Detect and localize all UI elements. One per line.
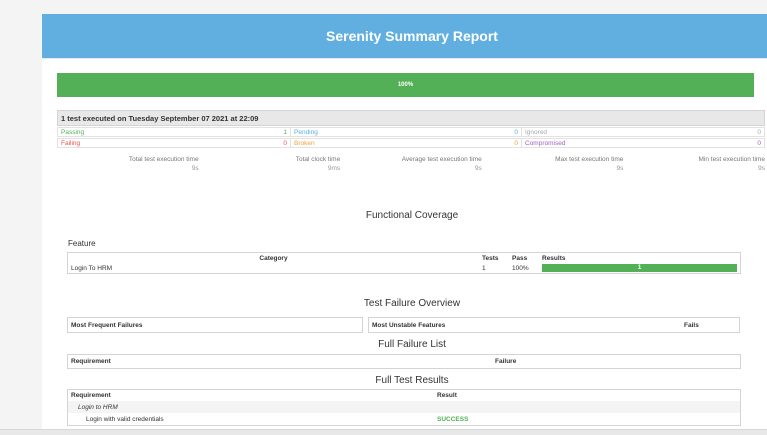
max-execution-time: Max test execution time 9s — [555, 156, 624, 172]
test-name[interactable]: Login with valid credentials — [86, 415, 164, 423]
functional-coverage-title: Functional Coverage — [365, 210, 459, 221]
requirement-header: Requirement — [71, 358, 111, 365]
overall-progress-bar: 100% — [57, 73, 754, 97]
results-bar: 1 — [542, 264, 737, 272]
failure-list-table: Requirement Failure — [67, 354, 741, 369]
test-results-title: Full Test Results — [375, 375, 449, 386]
results-header: Results — [542, 254, 566, 262]
execution-times: Total test execution time 9s Total clock… — [57, 156, 765, 176]
group-row: Login to HRM — [67, 401, 741, 413]
ignored-count: 0 — [757, 128, 761, 136]
most-frequent-failures-header: Most Frequent Failures — [71, 321, 143, 329]
test-results-table: Requirement Result Login to HRM Login wi… — [67, 389, 741, 426]
horizontal-scrollbar[interactable] — [0, 429, 767, 435]
compromised-count: 0 — [757, 139, 761, 147]
group-name[interactable]: Login to HRM — [78, 403, 118, 411]
progress-label: 100% — [397, 82, 414, 88]
unstable-features-table: Most Unstable Features Fails — [368, 317, 740, 333]
min-execution-time: Min test execution time 9s — [698, 156, 765, 172]
feature-label: Feature — [68, 239, 96, 248]
total-execution-time: Total test execution time 9s — [128, 156, 199, 172]
failing-label: Failing — [61, 139, 81, 147]
compromised-label: Compromised — [525, 139, 566, 147]
stats-row-2: Failing 0 Broken 0 Compromised 0 — [57, 138, 765, 148]
report-page: Serenity Summary Report 100% 1 test exec… — [42, 14, 767, 434]
category-cell[interactable]: Login To HRM — [71, 264, 113, 272]
stats-row-1: Passing 1 Pending 0 Ignored 0 — [57, 127, 765, 137]
requirement-header: Requirement — [71, 392, 111, 399]
average-execution-time: Average test execution time 9s — [401, 156, 482, 172]
broken-label: Broken — [294, 139, 315, 147]
total-clock-time: Total clock time 9ms — [295, 156, 341, 172]
pending-count: 0 — [514, 128, 518, 136]
passing-label: Passing — [61, 128, 85, 136]
table-row: Login To HRM 1 100% 1 — [68, 263, 741, 274]
passing-count: 1 — [283, 128, 287, 136]
report-title: Serenity Summary Report — [326, 28, 498, 44]
pass-cell: 100% — [512, 264, 529, 272]
report-banner: Serenity Summary Report — [42, 14, 767, 59]
tests-header: Tests — [482, 254, 499, 262]
failure-overview-title: Test Failure Overview — [363, 298, 461, 309]
broken-count: 0 — [514, 139, 518, 147]
failure-header: Failure — [495, 358, 517, 365]
most-unstable-features-header: Most Unstable Features — [372, 321, 446, 329]
result-header: Result — [437, 392, 457, 399]
pending-label: Pending — [294, 128, 318, 136]
failing-count: 0 — [283, 139, 287, 147]
table-row: Login with valid credentials SUCCESS — [68, 413, 741, 426]
tests-cell: 1 — [482, 264, 486, 272]
summary-heading: 1 test executed on Tuesday September 07 … — [57, 110, 765, 126]
test-result-status: SUCCESS — [437, 415, 469, 423]
frequent-failures-table: Most Frequent Failures — [67, 317, 363, 333]
ignored-label: Ignored — [525, 128, 548, 136]
pass-header: Pass — [512, 254, 528, 262]
failure-list-title: Full Failure List — [378, 339, 446, 350]
fails-header: Fails — [684, 321, 699, 329]
coverage-table: Category Tests Pass Results Login To HRM… — [67, 252, 741, 274]
category-header: Category — [259, 254, 288, 262]
